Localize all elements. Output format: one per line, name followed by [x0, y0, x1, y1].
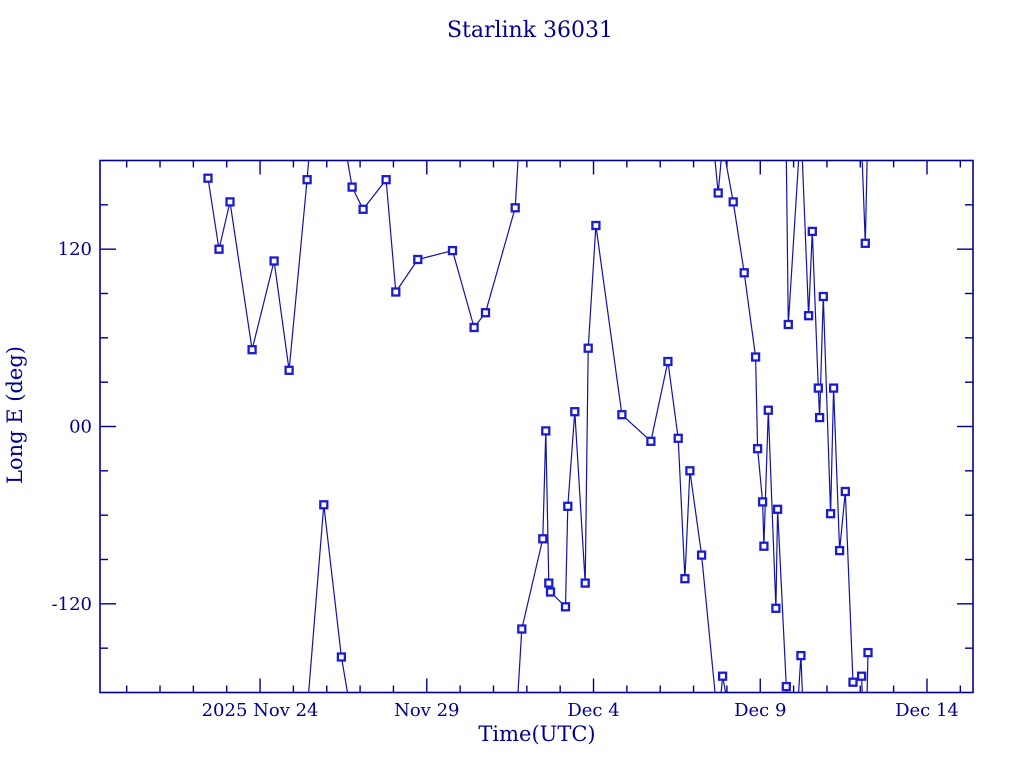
- data-point: [717, 671, 728, 681]
- x-axis-label: Time(UTC): [478, 722, 595, 746]
- data-point: [796, 650, 806, 661]
- data-point: [713, 188, 723, 198]
- data-point: [772, 504, 783, 514]
- data-point: [863, 647, 873, 658]
- axes-layer: [99, 159, 974, 694]
- plot-border: [99, 159, 974, 694]
- data-point: [570, 407, 580, 417]
- data-point: [560, 602, 571, 612]
- marker-layer: [203, 173, 873, 692]
- data-point: [848, 677, 858, 687]
- data-point: [617, 410, 627, 420]
- data-point: [517, 624, 527, 634]
- data-point: [225, 197, 235, 207]
- data-point: [771, 603, 781, 613]
- data-point: [544, 578, 554, 588]
- data-point: [696, 550, 707, 560]
- data-point: [247, 345, 257, 355]
- data-point: [825, 509, 836, 519]
- data-point: [673, 433, 683, 443]
- data-point: [828, 383, 839, 393]
- y-tick-label: -120: [52, 594, 92, 615]
- data-point: [563, 501, 573, 511]
- data-point: [284, 365, 294, 375]
- data-point: [480, 308, 491, 318]
- x-tick-label: Dec 9: [734, 700, 786, 721]
- data-point: [818, 291, 828, 302]
- x-tick-label: Dec 14: [895, 700, 959, 721]
- data-point: [759, 541, 769, 551]
- data-line: [207, 160, 869, 693]
- data-point: [840, 486, 850, 497]
- y-tick-label: 120: [58, 239, 92, 260]
- x-tick-label: 2025 Nov 24: [202, 700, 319, 721]
- data-point: [757, 497, 768, 507]
- data-point: [739, 268, 749, 278]
- data-point: [319, 500, 329, 510]
- data-point: [814, 412, 825, 423]
- data-point: [269, 256, 279, 266]
- data-layer: [207, 160, 869, 693]
- data-point: [591, 220, 601, 231]
- data-point: [663, 356, 673, 367]
- tick-label-layer: 2025 Nov 24 Nov 29 Dec 4 Dec 9 Dec 14 120 00 -1…: [52, 239, 959, 721]
- data-point: [447, 245, 458, 256]
- data-point: [781, 681, 791, 692]
- data-point: [860, 238, 870, 248]
- y-tick-label: 00: [69, 417, 92, 438]
- data-point: [541, 426, 551, 436]
- data-point: [381, 175, 391, 185]
- x-tick-label: Nov 29: [394, 700, 459, 721]
- data-point: [685, 466, 695, 476]
- data-point: [783, 319, 793, 330]
- data-point: [347, 182, 357, 192]
- data-point: [214, 244, 224, 254]
- data-point: [680, 574, 690, 584]
- data-point: [580, 578, 590, 588]
- data-point: [391, 287, 401, 297]
- data-point: [336, 652, 347, 662]
- data-point: [302, 175, 312, 185]
- data-point: [763, 405, 773, 415]
- data-point: [752, 444, 763, 454]
- data-point: [813, 383, 823, 393]
- data-point: [469, 322, 479, 333]
- data-point: [203, 173, 213, 183]
- data-point: [807, 226, 817, 237]
- chart-title: Starlink 36031: [447, 18, 613, 43]
- data-point: [803, 311, 814, 321]
- data-point: [750, 352, 761, 362]
- data-point: [358, 204, 368, 214]
- data-point: [834, 545, 845, 556]
- data-point: [510, 203, 520, 213]
- data-point: [583, 343, 593, 353]
- data-point: [728, 197, 738, 207]
- data-point: [646, 436, 656, 446]
- data-point: [545, 587, 556, 597]
- data-point: [413, 254, 423, 265]
- data-point: [538, 534, 548, 544]
- y-axis-label: Long E (deg): [3, 346, 27, 484]
- data-point: [856, 671, 867, 681]
- x-tick-label: Dec 4: [567, 700, 619, 721]
